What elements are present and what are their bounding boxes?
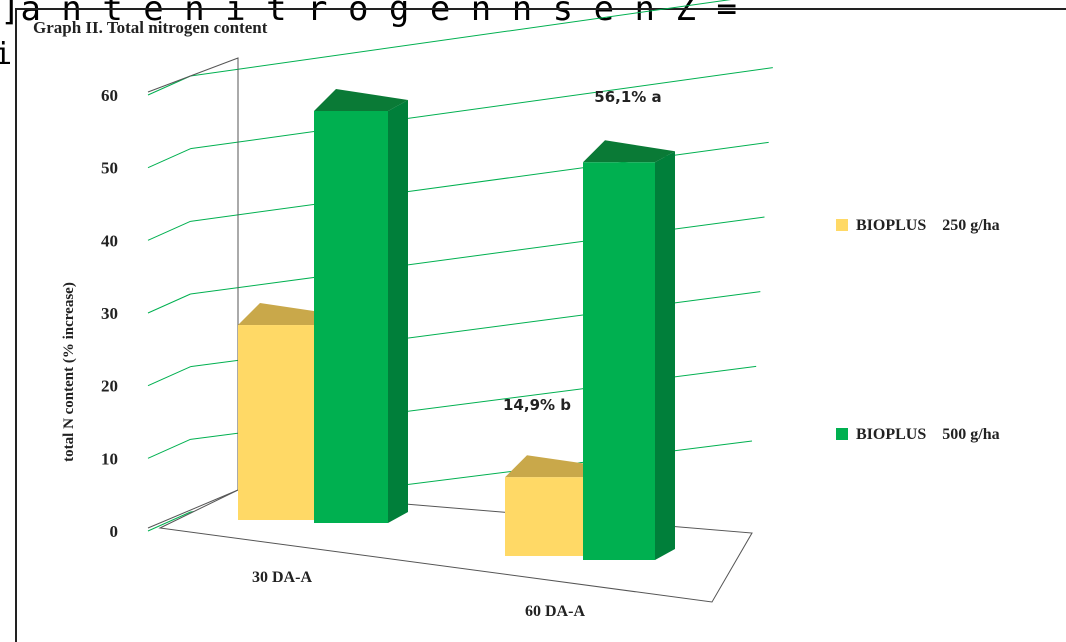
gridline	[190, 0, 732, 77]
data-label: 56,1% a	[594, 88, 661, 106]
side-gridline	[147, 148, 191, 169]
bar-top	[314, 89, 408, 111]
y-tick-label: 40	[101, 231, 118, 250]
side-gridline	[147, 366, 191, 387]
plot-area: 0 10 20 30 40 50 60 56,1% a 14,9% b 30 DA-A 60 DA-…	[101, 0, 773, 620]
bar-side	[388, 100, 408, 523]
side-gridline	[147, 511, 191, 532]
bar-top	[583, 140, 675, 163]
legend-swatch-250	[836, 219, 848, 231]
bar	[238, 325, 314, 520]
y-tick-label: 20	[101, 377, 118, 396]
legend: BIOPLUS 250 g/ha BIOPLUS 500 g/ha	[836, 217, 1000, 443]
bar-side	[655, 151, 675, 560]
y-tick-label: 0	[110, 522, 119, 541]
bar	[583, 162, 655, 560]
y-tick-label: 10	[101, 449, 118, 468]
chart-title: Graph II. Total nitrogen content	[33, 18, 268, 37]
figure-border	[15, 8, 1066, 642]
legend-swatch-500	[836, 428, 848, 440]
gridline	[190, 216, 765, 295]
data-label: 14,9% b	[503, 396, 571, 414]
y-tick-label: 50	[101, 159, 118, 178]
bar-top	[238, 303, 334, 326]
bar	[314, 111, 388, 523]
side-wall	[147, 57, 239, 529]
gridline	[190, 67, 773, 150]
side-gridline	[147, 438, 191, 459]
bar	[505, 477, 583, 556]
legend-label-250: BIOPLUS 250 g/ha	[856, 217, 1000, 234]
gridline	[190, 141, 769, 222]
cropped-header-text-2: i	[0, 37, 12, 72]
y-tick-label: 30	[101, 304, 118, 323]
y-tick-label: 60	[101, 86, 118, 105]
side-gridline	[147, 293, 191, 314]
x-tick-label: 60 DA-A	[525, 603, 585, 620]
side-gridline	[147, 220, 191, 241]
x-tick-label: 30 DA-A	[252, 569, 312, 586]
y-axis-label: total N content (% increase)	[61, 282, 77, 462]
legend-label-500: BIOPLUS 500 g/ha	[856, 426, 1000, 443]
cropped-header-text: ]a n t e n i t r o g e n n s e n Z =	[0, 0, 737, 29]
side-gridline	[147, 75, 191, 96]
bar-top	[505, 455, 603, 478]
